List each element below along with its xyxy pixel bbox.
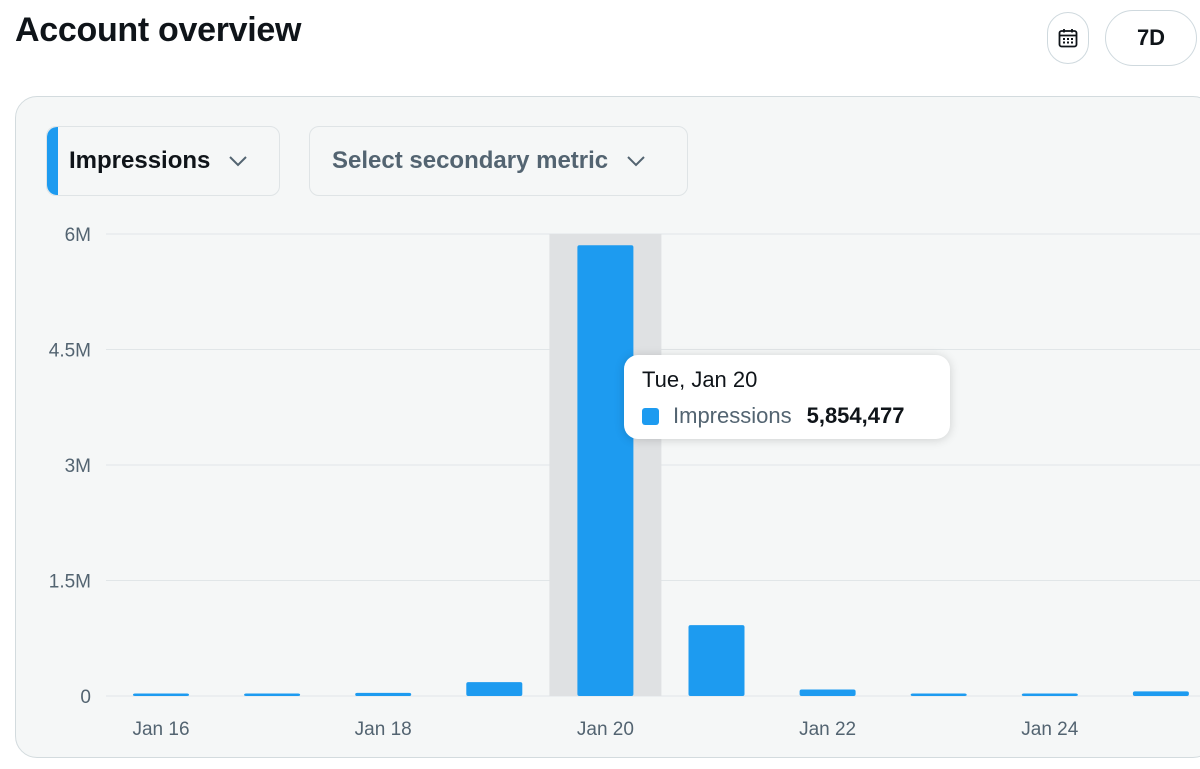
x-tick-label: Jan 20 <box>577 719 634 740</box>
secondary-metric-dropdown[interactable]: Select secondary metric <box>309 126 688 196</box>
bar <box>133 693 189 696</box>
chart-tooltip: Tue, Jan 20 Impressions 5,854,477 <box>624 355 950 439</box>
tooltip-metric-label: Impressions <box>673 403 792 428</box>
x-tick-label: Jan 22 <box>799 719 856 740</box>
y-tick-label: 4.5M <box>49 341 91 362</box>
page-title: Account overview <box>15 11 302 49</box>
primary-metric-color-indicator <box>47 127 58 195</box>
y-tick-label: 6M <box>65 225 91 246</box>
bar <box>355 692 412 696</box>
bar <box>577 245 634 697</box>
chevron-down-icon <box>626 155 646 167</box>
bar <box>244 693 301 696</box>
bar <box>688 625 745 696</box>
secondary-metric-label: Select secondary metric <box>332 147 609 174</box>
date-range-button[interactable]: 7D <box>1105 10 1197 66</box>
chevron-down-icon <box>228 155 248 167</box>
primary-metric-label: Impressions <box>69 147 211 174</box>
calendar-icon <box>1057 27 1079 49</box>
tooltip-date: Tue, Jan 20 <box>642 367 758 392</box>
bar <box>1132 691 1189 696</box>
impressions-bar-chart: 0 1.5M 3M 4.5M 6M Jan 16 Jan 18 Jan 20 Jan 22 Jan… <box>49 225 1200 740</box>
x-tick-label: Jan 24 <box>1021 719 1078 740</box>
x-tick-label: Jan 16 <box>132 719 189 740</box>
bar <box>1021 693 1078 696</box>
chart-panel: Impressions Select secondary metric 0 1.5… <box>15 96 1200 758</box>
bar <box>466 682 523 696</box>
tooltip-series-swatch <box>642 407 659 425</box>
bar <box>799 689 856 696</box>
tooltip-metric-value: 5,854,477 <box>806 403 905 428</box>
x-tick-label: Jan 18 <box>355 719 412 740</box>
y-tick-label: 1.5M <box>49 572 91 593</box>
calendar-button[interactable] <box>1047 12 1089 64</box>
primary-metric-dropdown[interactable]: Impressions <box>46 126 280 196</box>
y-tick-label: 0 <box>80 687 91 708</box>
bar <box>910 693 967 696</box>
y-tick-label: 3M <box>65 456 91 477</box>
